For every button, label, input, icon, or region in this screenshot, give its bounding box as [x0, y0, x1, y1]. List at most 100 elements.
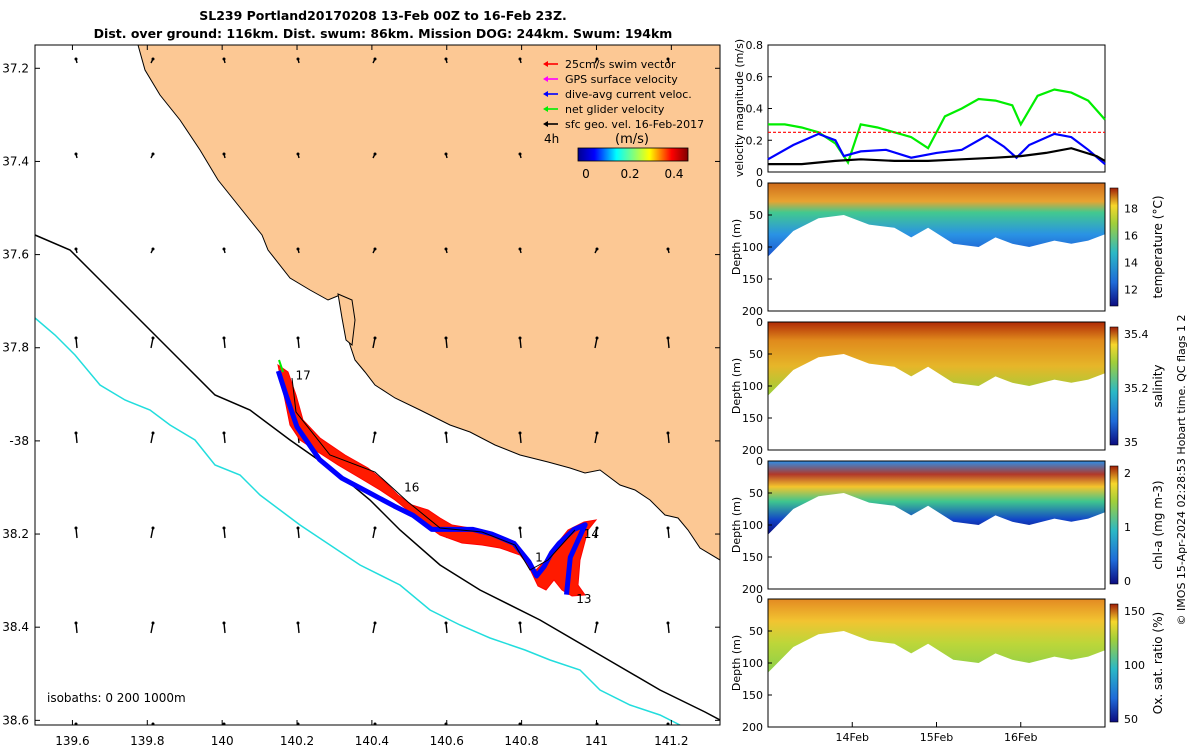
velocity-series-3: [768, 147, 1106, 166]
depth-tick-label: 200: [742, 305, 763, 318]
isobath-1000m: [35, 317, 681, 725]
colorbar-tick-label: 50: [1124, 713, 1138, 726]
colorbar-label: temperature (°C): [1151, 196, 1165, 299]
legend-arrowhead: [543, 91, 548, 97]
geo-vector-head: [74, 621, 78, 625]
colorbar-tick-label: 16: [1124, 230, 1138, 243]
track-centerline: [291, 377, 576, 571]
velocity-ytick-label: 0.8: [746, 39, 764, 52]
colorbar-tick-label: 35: [1124, 436, 1138, 449]
geo-vector-head: [151, 526, 155, 530]
colorbar-tick-label: 35.2: [1124, 382, 1149, 395]
section-data-field: [768, 599, 1105, 673]
section-colorbar: [1109, 187, 1119, 307]
geo-vector: [519, 337, 522, 349]
velocity-panel: 0 0.2 0.4 0.6 0.8 velocity magnitude (m/s): [733, 39, 1106, 179]
depth-tick-label: 50: [749, 348, 763, 361]
land-area: [137, 45, 720, 561]
geo-vector: [594, 527, 598, 539]
day-labels: 17 16 1 14 13: [296, 369, 600, 607]
colorbar-label: Ox. sat. ratio (%): [1151, 612, 1165, 714]
geo-vector-head: [444, 57, 448, 61]
geo-vector-head: [595, 57, 599, 61]
map-legend: 25cm/s swim vector GPS surface velocity di…: [543, 58, 704, 181]
geo-vector: [150, 622, 154, 634]
depth-axis-label: Depth (m): [730, 635, 743, 691]
colorbar-tick-label: 0: [582, 167, 590, 181]
geo-vector: [445, 622, 448, 634]
geo-vector-head: [518, 336, 522, 340]
geo-vector-head: [222, 247, 226, 251]
geo-vector: [75, 622, 78, 634]
geo-vector: [667, 432, 670, 444]
colorbar-tick-label: 35.4: [1124, 328, 1149, 341]
depth-axis-label: Depth (m): [730, 358, 743, 414]
map-frame: [34, 44, 721, 726]
geo-vector-head: [151, 152, 155, 156]
credit-text: © IMOS 15-Apr-2024 02:28:53 Hobart time.…: [1175, 315, 1188, 626]
geo-vector-head: [151, 57, 155, 61]
depth-tick-label: 50: [749, 209, 763, 222]
lat-tick-label: 38.6: [2, 713, 29, 727]
colorbar-label: salinity: [1151, 364, 1165, 407]
depth-tick-label: 100: [742, 519, 763, 532]
geo-vector: [519, 432, 522, 444]
geo-vector: [223, 432, 226, 444]
geo-vector-head: [151, 431, 155, 435]
time-tick-label: 15Feb: [920, 731, 953, 744]
lat-tick-label: -38: [9, 434, 29, 448]
geo-vector-head: [151, 247, 155, 251]
depth-tick-label: 150: [742, 273, 763, 286]
geo-vector-head: [666, 722, 670, 725]
geo-vector-head: [74, 722, 78, 725]
geo-vector: [223, 527, 226, 539]
geo-vector-head: [296, 336, 300, 340]
colorbar-tick-label: 12: [1124, 284, 1138, 297]
geo-vector-head: [151, 621, 155, 625]
colorbar-label: chl-a (mg m-3): [1151, 480, 1165, 569]
geo-vector: [75, 337, 78, 349]
colorbar-label: (m/s): [615, 132, 649, 147]
depth-tick-label: 100: [742, 380, 763, 393]
geo-vector-head: [595, 621, 599, 625]
colorbar-tick-label: 150: [1124, 605, 1145, 618]
geo-vector-head: [518, 431, 522, 435]
geo-vector: [372, 527, 376, 539]
geo-vector-head: [373, 57, 377, 61]
geo-vector-head: [666, 247, 670, 251]
lon-tick-label: 140.8: [504, 734, 538, 748]
geo-vector-head: [518, 152, 522, 156]
section-temperature: 0 50 100 150 200 Depth (m) 12 14 16 18 temperature…: [730, 177, 1165, 318]
section-data-field: [768, 183, 1105, 257]
geo-vector-head: [595, 336, 599, 340]
geo-vector-head: [595, 247, 599, 251]
geo-vector-head: [296, 526, 300, 530]
island: [337, 293, 356, 346]
legend-entry: 25cm/s swim vector: [565, 58, 676, 71]
geo-vector: [150, 337, 154, 349]
geo-vector: [445, 337, 448, 349]
section-data-field: [768, 322, 1105, 396]
geo-vector-head: [595, 431, 599, 435]
lon-tick-label: 141: [585, 734, 608, 748]
geo-vector: [594, 432, 598, 444]
lat-tick-label: 37.4: [2, 154, 29, 168]
colorbar-tick-label: 0: [1124, 575, 1131, 588]
geo-vector-head: [666, 526, 670, 530]
geo-vector: [297, 622, 300, 634]
legend-entry: dive-avg current veloc.: [565, 88, 692, 101]
geo-vector: [594, 622, 598, 634]
lat-tick-label: 38.4: [2, 620, 29, 634]
legend-arrowhead: [543, 121, 548, 127]
geo-vector-head: [373, 621, 377, 625]
geo-vector-head: [151, 336, 155, 340]
lon-tick-label: 141.2: [654, 734, 688, 748]
geo-vector-head: [222, 722, 226, 725]
section-data-field: [768, 461, 1105, 535]
velocity-yticks: 0 0.2 0.4 0.6 0.8: [746, 39, 772, 179]
geo-vector-head: [666, 57, 670, 61]
geo-vector-head: [666, 621, 670, 625]
depth-tick-label: 150: [742, 551, 763, 564]
lon-tick-label: 140.4: [355, 734, 389, 748]
geo-vector: [667, 527, 670, 539]
